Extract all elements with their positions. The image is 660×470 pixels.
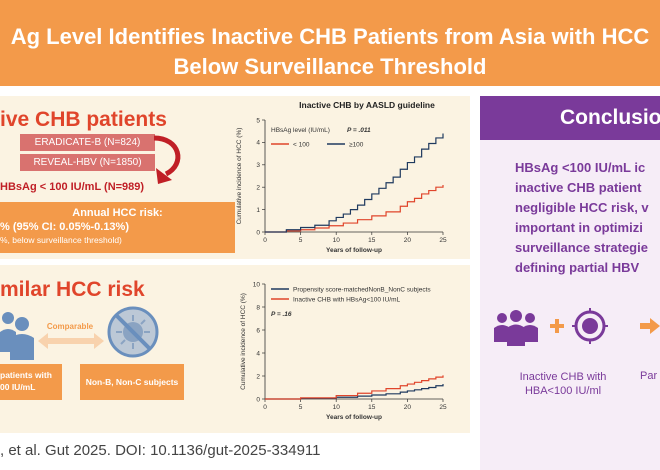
top-section-heading: ive CHB patients (0, 108, 167, 131)
curved-arrow-icon (153, 135, 181, 184)
risk-note: %, below surveillance threshold) (0, 235, 122, 245)
icon-label-line2: HBA<100 IU/ml (524, 385, 602, 397)
conclusion-text: HBsAg <100 IU/mL ic inactive CHB patient… (515, 158, 649, 278)
y-tick-label: 0 (256, 396, 260, 403)
x-tick-label: 0 (263, 404, 267, 411)
chart1-svg: 0 5 10 15 20 25 0 1 2 3 4 5 Years of follow-up Cumula… (236, 117, 447, 254)
x-axis-label: Years of follow-up (326, 247, 382, 254)
legend-title: HBsAg level (IU/mL) (271, 127, 330, 134)
y-tick-label: 10 (253, 281, 261, 288)
y-tick-label: 0 (256, 229, 260, 236)
x-tick-label: 20 (404, 404, 412, 411)
conclusion-panel (480, 140, 660, 470)
y-tick-label: 5 (256, 117, 260, 124)
legend-label: Propensity score-matchedNonB_NonC subjec… (293, 287, 431, 294)
y-tick-label: 1 (256, 207, 260, 214)
legend-label: Inactive CHB with HBsAg<100 IU/mL (293, 297, 400, 304)
conclusion-line: important in optimizi (515, 220, 643, 235)
criterion-text: HBsAg < 100 IU/mL (N=989) (0, 181, 145, 193)
x-tick-label: 20 (404, 237, 412, 244)
people-group-icon (494, 310, 538, 346)
virus-icon (572, 308, 608, 344)
series-line (265, 375, 444, 400)
x-tick-label: 5 (299, 404, 303, 411)
y-axis-label: Cumulative incidence of HCC (%) (236, 128, 243, 225)
citation: , et al. Gut 2025. DOI: 10.1136/gut-2025… (0, 442, 321, 459)
icon-label: Inactive CHB with HBA<100 IU/ml (508, 370, 618, 398)
y-tick-label: 2 (256, 373, 260, 380)
bottom-panel (0, 265, 470, 433)
annual-risk-box: Annual HCC risk: % (95% CI: 0.05%-0.13%)… (0, 202, 235, 253)
y-tick-label: 2 (256, 185, 260, 192)
conclusion-line: HBsAg <100 IU/mL ic (515, 160, 646, 175)
left-group-box: patients with 00 IU/mL (0, 364, 62, 400)
double-arrow-icon (38, 333, 104, 349)
people-group-icon (0, 312, 34, 360)
x-tick-label: 25 (439, 237, 447, 244)
icon-label-line1: Inactive CHB with (519, 371, 607, 383)
x-tick-label: 10 (333, 404, 341, 411)
x-tick-label: 15 (368, 404, 376, 411)
series-line (265, 133, 444, 233)
conclusion-line: inactive CHB patient (515, 180, 642, 195)
cohort-eradicate-b: ERADICATE-B (N=824) (20, 134, 155, 151)
x-tick-label: 5 (299, 237, 303, 244)
comparable-label: Comparable (46, 322, 94, 331)
no-virus-icon (107, 306, 159, 358)
chart1-title: Inactive CHB by AASLD guideline (299, 100, 435, 110)
y-tick-label: 8 (256, 304, 260, 311)
icon-label-right: Par (640, 370, 658, 382)
arrow-right-icon (640, 318, 660, 334)
right-group-box: Non-B, Non-C subjects (80, 364, 184, 400)
risk-label: Annual HCC risk: (72, 207, 163, 219)
y-tick-label: 4 (256, 350, 260, 357)
plus-icon (550, 319, 564, 333)
p-value: P = .011 (347, 127, 371, 134)
legend-label: ≥100 (349, 142, 364, 149)
p-value: P = .16 (271, 311, 292, 318)
x-axis-label: Years of follow-up (326, 414, 382, 421)
conclusion-line: surveillance strategie (515, 240, 648, 255)
cohort-reveal-hbv: REVEAL-HBV (N=1850) (20, 154, 155, 171)
y-axis-label: Cumulative incidence of HCC (%) (240, 293, 247, 390)
series-line (265, 184, 444, 233)
title-line-2: Below Surveillance Threshold (173, 54, 487, 79)
x-tick-label: 15 (368, 237, 376, 244)
x-tick-label: 0 (263, 237, 267, 244)
conclusion-icons (494, 308, 660, 346)
y-tick-label: 6 (256, 327, 260, 334)
y-tick-label: 4 (256, 140, 260, 147)
x-tick-label: 25 (439, 404, 447, 411)
risk-value: % (95% CI: 0.05%-0.13%) (0, 221, 129, 233)
bottom-section-heading: milar HCC risk (0, 278, 145, 301)
title-banner (0, 0, 660, 86)
conclusion-line: negligible HCC risk, v (515, 200, 649, 215)
x-tick-label: 10 (333, 237, 341, 244)
conclusion-line: defining partial HBV (515, 260, 640, 275)
conclusion-heading: Conclusio (480, 96, 660, 140)
series-line (265, 384, 444, 400)
chart2-svg: 0 5 10 15 20 25 0 2 4 6 8 10 Years of follow-up Cumul… (240, 281, 447, 421)
legend-label: < 100 (293, 142, 310, 149)
y-tick-label: 3 (256, 162, 260, 169)
title-line-1: Ag Level Identifies Inactive CHB Patient… (10, 24, 650, 49)
